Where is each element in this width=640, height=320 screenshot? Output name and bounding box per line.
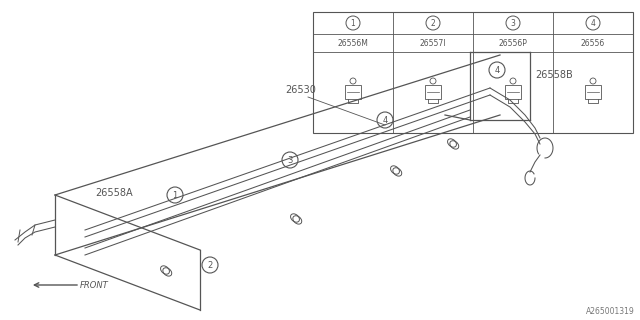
Text: 26556M: 26556M [337,38,369,47]
Text: A265001319: A265001319 [586,307,635,316]
Text: 26558B: 26558B [535,70,573,80]
Text: 2: 2 [207,260,212,269]
Text: 3: 3 [287,156,292,164]
Text: 3: 3 [511,19,515,28]
Bar [345,85,361,99]
Text: 4: 4 [382,116,388,124]
Text: 26557I: 26557I [420,38,446,47]
Bar [505,85,521,99]
Text: 1: 1 [172,190,178,199]
Text: 1: 1 [351,19,355,28]
Text: 26530: 26530 [285,85,316,95]
Bar [313,12,633,133]
Bar [585,85,601,99]
Bar [425,85,441,99]
Text: 4: 4 [494,66,500,75]
Text: 26556: 26556 [581,38,605,47]
Text: 2: 2 [431,19,435,28]
Text: 4: 4 [591,19,595,28]
Text: FRONT: FRONT [80,281,109,290]
Text: 26558A: 26558A [95,188,132,198]
Text: 26556P: 26556P [499,38,527,47]
